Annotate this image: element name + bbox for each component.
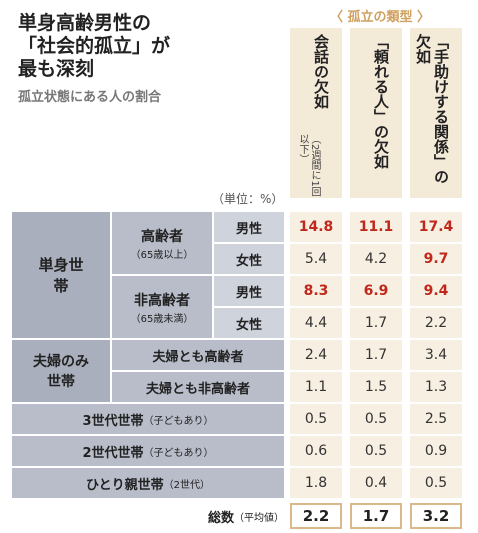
data-value-cell: 5.4 [290, 244, 342, 274]
type-header: 〈 孤立の類型 〉 [329, 10, 431, 25]
row-two-generation-label: 2世代世帯 [82, 445, 144, 461]
row-three-generation-note: （子どもあり） [143, 415, 214, 427]
row-couple-non-elderly: 夫婦とも非高齢者 [112, 372, 284, 402]
gender-female: 女性 [214, 308, 284, 338]
column-header-reliable-person: 「頼れる人」の欠如 [350, 28, 402, 198]
data-value-cell: 1.7 [350, 308, 402, 338]
sub-non-elderly-label: 非高齢者 [134, 292, 190, 309]
row-single-parent-note: （2世代） [163, 479, 210, 491]
data-value-cell: 4.2 [350, 244, 402, 274]
total-value-cell: 3.2 [410, 503, 462, 529]
data-value-cell: 0.5 [410, 468, 462, 498]
data-value-cell: 14.8 [290, 212, 342, 242]
sub-elderly-note: （65歳以上） [130, 249, 194, 261]
row-single-parent: ひとり親世帯 （2世代） [12, 468, 284, 498]
row-couple-elderly: 夫婦とも高齢者 [112, 340, 284, 370]
total-label-text: 総数 [207, 510, 234, 526]
row-two-generation: 2世代世帯 （子どもあり） [12, 436, 284, 466]
total-label: 総数 （平均値） [100, 503, 284, 529]
column-header-conversation: 会話の欠如 （2週間に1回以下） [290, 28, 342, 198]
data-value-cell: 6.9 [350, 276, 402, 306]
data-value-cell: 4.4 [290, 308, 342, 338]
column-label: 「頼れる人」の欠如 [372, 34, 390, 169]
total-value-cell: 2.2 [290, 503, 342, 529]
data-value-cell: 9.4 [410, 276, 462, 306]
data-value-cell: 0.4 [350, 468, 402, 498]
column-label: 「手助けする関係」の欠如 [414, 34, 450, 184]
unit-label: （単位：%） [212, 192, 284, 206]
data-value-cell: 9.7 [410, 244, 462, 274]
gender-male: 男性 [214, 212, 284, 242]
data-value-cell: 0.6 [290, 436, 342, 466]
data-value-cell: 2.5 [410, 404, 462, 434]
gender-male: 男性 [214, 276, 284, 306]
data-value-cell: 1.8 [290, 468, 342, 498]
group-couple-household: 夫婦のみ世帯 [12, 340, 110, 402]
row-two-generation-note: （子どもあり） [143, 447, 214, 459]
total-label-note: （平均値） [234, 512, 284, 524]
chart-subtitle: 孤立状態にある人の割合 [18, 90, 162, 105]
row-three-generation-label: 3世代世帯 [82, 413, 144, 429]
data-value-cell: 3.4 [410, 340, 462, 370]
data-value-cell: 0.5 [350, 436, 402, 466]
row-three-generation: 3世代世帯 （子どもあり） [12, 404, 284, 434]
data-value-cell: 1.1 [290, 372, 342, 402]
data-value-cell: 0.9 [410, 436, 462, 466]
data-value-cell: 8.3 [290, 276, 342, 306]
data-value-cell: 11.1 [350, 212, 402, 242]
gender-female: 女性 [214, 244, 284, 274]
sub-elderly-label: 高齢者 [141, 228, 183, 245]
column-label: 会話の欠如 [312, 34, 330, 109]
column-header-helping-relation: 「手助けする関係」の欠如 [410, 28, 462, 198]
data-value-cell: 1.7 [350, 340, 402, 370]
chart-title: 単身高齢男性の 「社会的孤立」が 最も深刻 [18, 12, 171, 80]
data-value-cell: 1.3 [410, 372, 462, 402]
row-single-parent-label: ひとり親世帯 [86, 477, 164, 493]
data-value-cell: 0.5 [350, 404, 402, 434]
sub-non-elderly-note: （65歳未満） [130, 313, 194, 325]
group-single-household: 単身世帯 [12, 212, 110, 338]
sub-non-elderly: 非高齢者 （65歳未満） [112, 276, 212, 338]
data-value-cell: 2.2 [410, 308, 462, 338]
data-value-cell: 0.5 [290, 404, 342, 434]
data-value-cell: 2.4 [290, 340, 342, 370]
data-value-cell: 1.5 [350, 372, 402, 402]
total-value-cell: 1.7 [350, 503, 402, 529]
column-note: （2週間に1回以下） [297, 134, 320, 197]
data-value-cell: 17.4 [410, 212, 462, 242]
sub-elderly: 高齢者 （65歳以上） [112, 212, 212, 274]
